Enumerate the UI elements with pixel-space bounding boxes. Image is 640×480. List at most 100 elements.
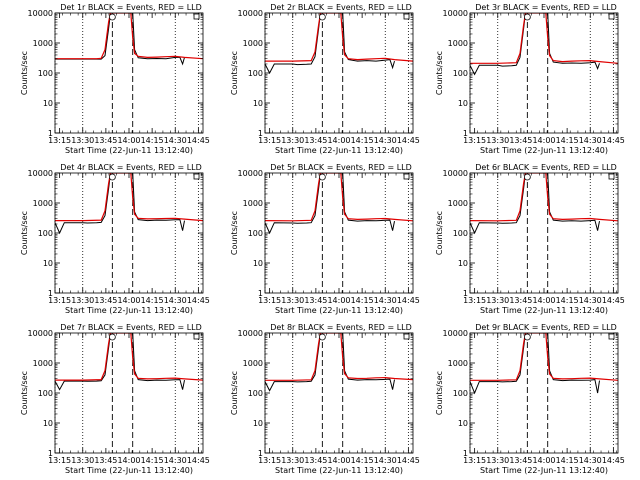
y-tick-label: 100 xyxy=(38,229,53,238)
y-tick-label: 1 xyxy=(48,289,53,298)
x-tick-label: 14:45 xyxy=(187,296,210,305)
x-tick-label: 13:30 xyxy=(281,296,304,305)
x-tick-label: 13:45 xyxy=(94,136,117,145)
x-axis-label: Start Time (22-Jun-11 13:12:40) xyxy=(65,466,193,475)
y-tick-label: 1 xyxy=(463,289,468,298)
plot-title: Det 6r BLACK = Events, RED = LLD xyxy=(475,163,617,172)
circle-marker xyxy=(318,333,326,341)
events-series-line xyxy=(55,173,185,235)
lld-series-line xyxy=(55,333,203,381)
x-tick-label: 14:45 xyxy=(187,136,210,145)
y-axis-label: Counts/sec xyxy=(435,371,444,415)
y-axis-label: Counts/sec xyxy=(435,211,444,255)
y-tick-label: 1 xyxy=(48,449,53,458)
x-tick-label: 14:00 xyxy=(117,296,140,305)
circle-marker xyxy=(318,13,326,21)
plot-title: Det 2r BLACK = Events, RED = LLD xyxy=(270,3,412,12)
plot-panel: 1 10 100 1000 10000 13:15 13:30 13:45 14:00 14:15… xyxy=(230,163,420,315)
x-tick-label: 14:45 xyxy=(397,296,420,305)
plot-frame xyxy=(469,172,619,294)
y-tick-label: 1000 xyxy=(448,359,468,368)
x-tick-label: 13:15 xyxy=(48,296,71,305)
plot-title: Det 4r BLACK = Events, RED = LLD xyxy=(60,163,202,172)
square-marker xyxy=(403,333,410,340)
x-tick-label: 14:45 xyxy=(397,136,420,145)
plot-frame xyxy=(264,172,414,294)
y-tick-label: 10 xyxy=(43,259,53,268)
x-tick-label: 13:15 xyxy=(48,456,71,465)
y-tick-label: 1 xyxy=(463,129,468,138)
square-marker xyxy=(193,173,200,180)
circle-marker xyxy=(318,173,326,181)
y-axis-label: Counts/sec xyxy=(435,51,444,95)
y-axis-label: Counts/sec xyxy=(20,211,29,255)
y-axis-label: Counts/sec xyxy=(230,371,239,415)
x-tick-label: 13:15 xyxy=(258,136,281,145)
lld-series-line xyxy=(265,13,413,62)
y-tick-label: 1000 xyxy=(243,359,263,368)
x-tick-label: 14:15 xyxy=(556,296,579,305)
y-tick-label: 10 xyxy=(43,419,53,428)
x-tick-label: 13:45 xyxy=(304,136,327,145)
circle-marker xyxy=(523,13,531,21)
plot-frame xyxy=(264,12,414,134)
square-marker xyxy=(608,13,615,20)
x-axis-label: Start Time (22-Jun-11 13:12:40) xyxy=(275,146,403,155)
x-tick-label: 13:30 xyxy=(71,296,94,305)
circle-marker xyxy=(523,173,531,181)
lld-series-line xyxy=(265,173,413,222)
plot-title: Det 9r BLACK = Events, RED = LLD xyxy=(475,323,617,332)
plot-title: Det 7r BLACK = Events, RED = LLD xyxy=(60,323,202,332)
y-tick-label: 10 xyxy=(458,259,468,268)
x-tick-label: 14:30 xyxy=(374,456,397,465)
y-tick-label: 100 xyxy=(248,389,263,398)
x-tick-label: 14:30 xyxy=(579,456,602,465)
y-tick-label: 10000 xyxy=(443,169,468,178)
x-axis-label: Start Time (22-Jun-11 13:12:40) xyxy=(275,306,403,315)
y-tick-label: 100 xyxy=(248,69,263,78)
circle-marker xyxy=(523,333,531,341)
x-tick-label: 14:00 xyxy=(532,296,555,305)
x-tick-label: 14:30 xyxy=(164,456,187,465)
x-axis-label: Start Time (22-Jun-11 13:12:40) xyxy=(275,466,403,475)
x-tick-label: 13:30 xyxy=(486,456,509,465)
lld-series-line xyxy=(55,13,203,60)
x-tick-label: 13:30 xyxy=(71,136,94,145)
square-marker xyxy=(608,173,615,180)
x-axis-label: Start Time (22-Jun-11 13:12:40) xyxy=(480,466,608,475)
x-tick-label: 14:15 xyxy=(141,456,164,465)
x-tick-label: 14:00 xyxy=(327,456,350,465)
lld-series-line xyxy=(470,13,618,64)
plot-frame xyxy=(264,332,414,454)
y-tick-label: 10000 xyxy=(443,329,468,338)
y-tick-label: 1000 xyxy=(33,199,53,208)
x-tick-label: 13:15 xyxy=(258,296,281,305)
x-tick-label: 14:00 xyxy=(532,456,555,465)
plot-panel: 1 10 100 1000 10000 13:15 13:30 13:45 14:00 14:15… xyxy=(230,3,420,155)
y-tick-label: 1000 xyxy=(33,39,53,48)
x-tick-label: 14:00 xyxy=(327,296,350,305)
y-tick-label: 100 xyxy=(38,389,53,398)
y-tick-label: 1000 xyxy=(448,39,468,48)
circle-marker xyxy=(108,13,116,21)
y-axis-label: Counts/sec xyxy=(20,371,29,415)
lld-series-line xyxy=(470,333,618,381)
y-tick-label: 100 xyxy=(453,69,468,78)
plot-frame xyxy=(54,332,204,454)
y-tick-label: 1000 xyxy=(243,39,263,48)
x-tick-label: 13:45 xyxy=(304,296,327,305)
x-tick-label: 14:45 xyxy=(397,456,420,465)
y-tick-label: 1 xyxy=(463,449,468,458)
lld-series-line xyxy=(265,333,413,381)
y-tick-label: 1 xyxy=(48,129,53,138)
y-axis-label: Counts/sec xyxy=(20,51,29,95)
x-tick-label: 14:15 xyxy=(141,136,164,145)
x-tick-label: 14:30 xyxy=(164,296,187,305)
plot-frame xyxy=(54,12,204,134)
x-tick-label: 14:45 xyxy=(187,456,210,465)
square-marker xyxy=(193,333,200,340)
y-tick-label: 10000 xyxy=(28,169,53,178)
y-tick-label: 1000 xyxy=(448,199,468,208)
plot-panel: 1 10 100 1000 10000 13:15 13:30 13:45 14:00 14:15… xyxy=(20,163,210,315)
